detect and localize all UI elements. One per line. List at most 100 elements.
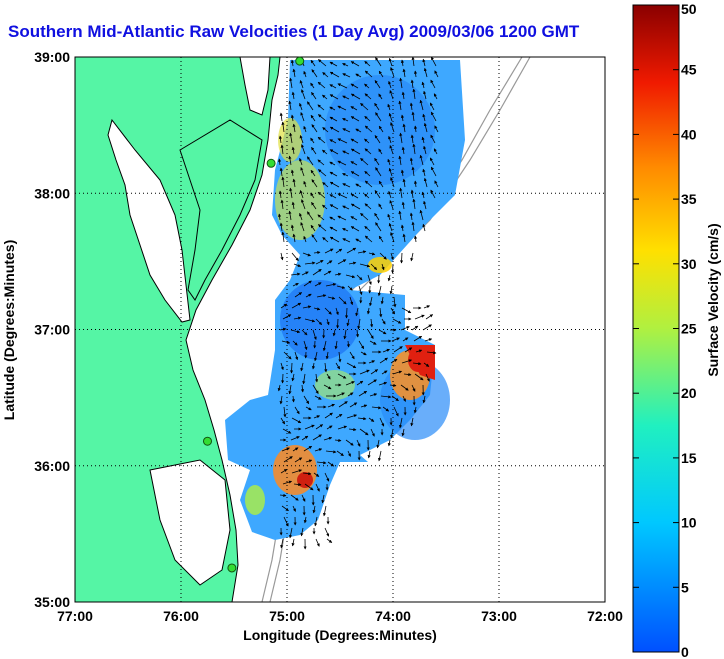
velocity-arrow [329,204,339,210]
velocity-arrow [304,483,314,491]
velocity-arrow [302,472,312,476]
velocity-arrow [288,210,292,221]
velocity-arrow [364,93,372,100]
velocity-arrow [343,329,347,340]
velocity-arrow [313,307,321,311]
velocity-arrow [342,150,350,155]
velocity-arrow [329,139,337,144]
velocity-arrow [423,362,430,367]
velocity-arrow [412,198,416,210]
velocity-arrow [367,450,371,459]
velocity-arrow [357,250,367,254]
velocity-arrow [293,482,302,487]
velocity-arrow [400,224,405,232]
velocity-arrow [313,472,320,477]
velocity-arrow [314,282,322,287]
velocity-arrow [313,250,321,255]
velocity-arrow [400,169,405,177]
velocity-arrow [338,296,347,305]
velocity-arrow [411,325,419,331]
velocity-arrow [369,393,378,397]
radar-site-marker [227,563,237,573]
velocity-arrow [316,294,327,298]
velocity-arrow [322,72,329,78]
velocity-arrow [421,81,425,89]
velocity-arrow [281,121,285,133]
velocity-arrow [350,203,361,210]
velocity-arrow [347,285,353,291]
velocity-arrow [290,59,295,67]
velocity-arrow [324,412,333,419]
velocity-arrow [299,134,304,144]
velocity-arrow [355,183,362,188]
velocity-arrow [426,351,437,355]
velocity-arrow [335,307,339,316]
velocity-arrow [337,215,347,221]
velocity-arrow [302,373,306,385]
velocity-arrow [391,395,399,402]
velocity-arrow [381,370,388,375]
velocity-arrow [377,450,382,462]
velocity-arrow [374,80,381,89]
velocity-arrow [315,538,320,547]
velocity-arrow [388,80,392,89]
velocity-arrow [358,285,363,296]
x-axis-label: Longitude (Degrees:Minutes) [243,627,437,643]
velocity-arrow [423,177,428,188]
velocity-arrow [389,144,394,155]
velocity-arrow [425,314,434,320]
velocity-arrow [370,369,379,375]
velocity-arrow [360,213,369,221]
velocity-arrow [280,199,284,210]
velocity-arrow [400,384,409,391]
velocity-arrow [277,158,282,166]
colorbar-tick-label: 0 [681,644,689,659]
velocity-arrow [403,372,412,377]
velocity-arrow [430,166,437,177]
velocity-arrow [283,456,293,463]
velocity-arrow [300,167,305,177]
velocity-arrow [337,83,348,89]
velocity-arrow [398,210,402,221]
velocity-arrow [402,395,406,402]
velocity-arrow [348,261,357,265]
velocity-arrow [401,428,405,437]
velocity-arrow [342,128,351,133]
velocity-arrow [291,538,295,547]
velocity-arrow [292,178,296,188]
velocity-arrow [291,373,295,382]
velocity-arrow [364,70,373,78]
velocity-arrow [378,329,387,335]
velocity-arrow [346,362,357,369]
velocity-arrow [422,58,426,67]
y-axis-ticks: 39:00 38:00 37:00 36:00 35:00 [34,49,70,610]
velocity-arrow [350,171,360,177]
velocity-arrow [337,160,347,166]
velocity-arrow [342,173,349,177]
velocity-arrow [310,59,316,67]
velocity-arrow [302,305,312,309]
velocity-arrow [347,450,351,457]
velocity-arrow [326,260,333,265]
velocity-arrow [301,435,309,441]
velocity-arrow [310,137,315,144]
velocity-arrow [350,193,359,199]
velocity-arrow [364,203,372,210]
velocity-arrow [423,305,431,309]
velocity-arrow [425,373,430,382]
velocity-arrow [370,428,375,437]
velocity-arrow [367,379,377,386]
velocity-arrows [277,57,439,550]
velocity-arrow [283,516,289,527]
velocity-arrow [281,447,290,452]
velocity-arrow [321,494,325,504]
velocity-arrow [294,406,300,415]
velocity-arrow [410,79,414,89]
velocity-arrow [398,100,402,111]
velocity-arrow [310,224,316,232]
plot-frame [74,56,606,603]
velocity-arrow [374,102,380,111]
velocity-arrow [378,180,384,188]
velocity-arrow [292,282,299,287]
